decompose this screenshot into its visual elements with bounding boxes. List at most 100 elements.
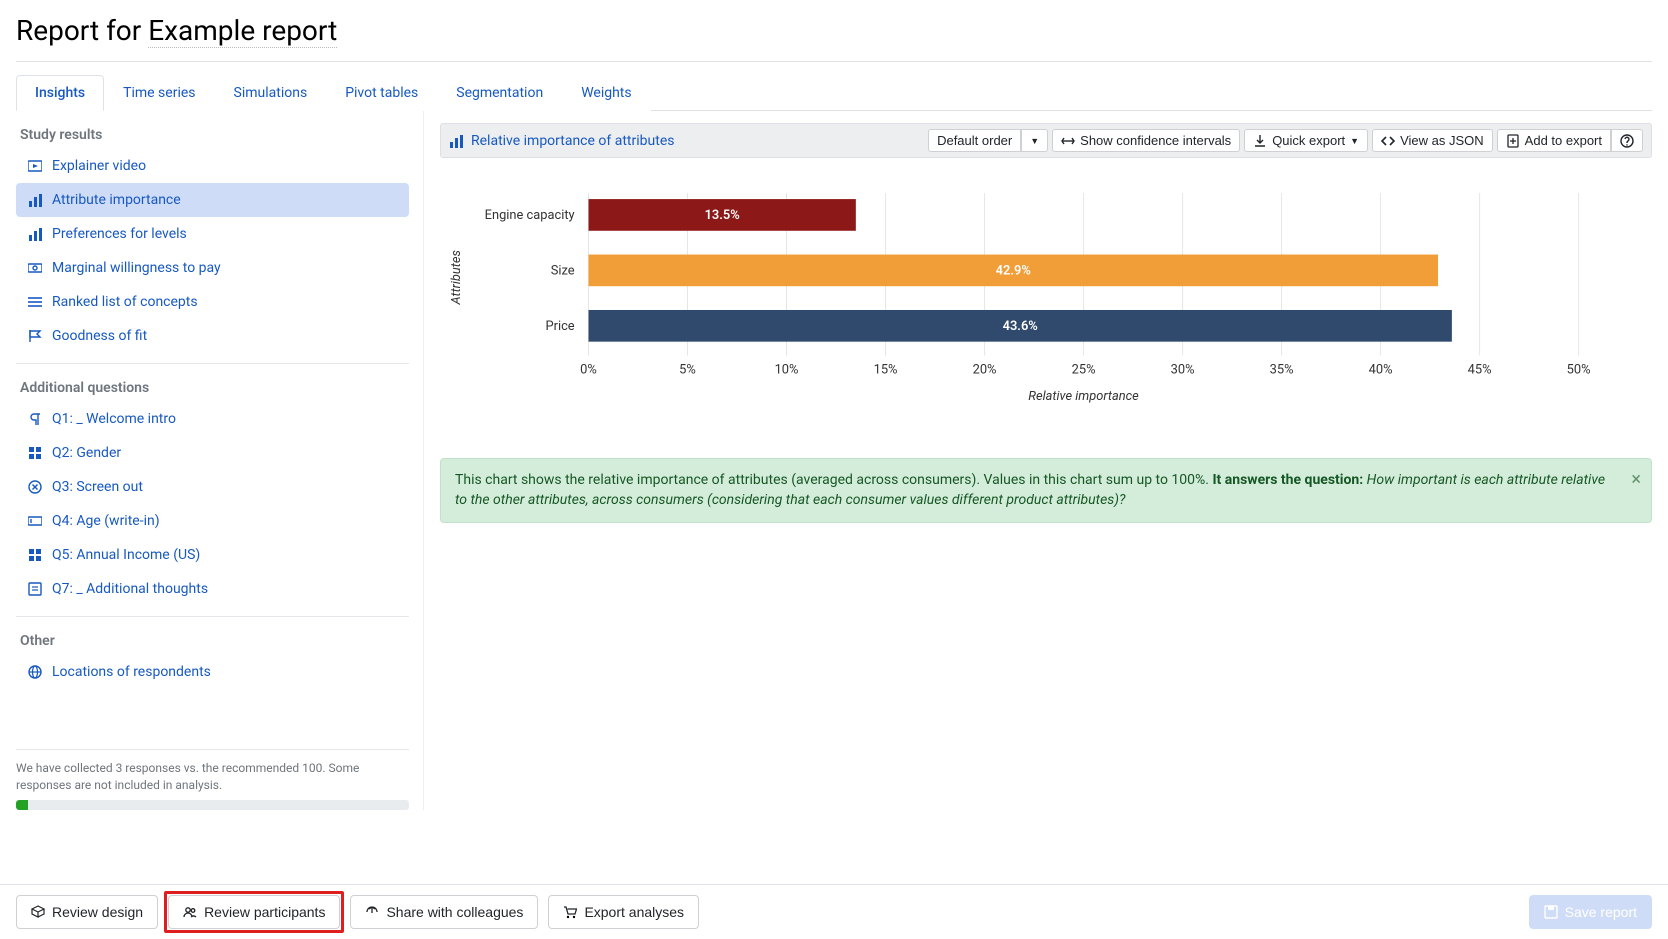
section-header-additional-questions: Additional questions [16, 374, 409, 402]
bar-chart-icon [28, 227, 42, 241]
attribute-importance-chart: 0%5%10%15%20%25%30%35%40%45%50%13.5%Engi… [440, 178, 1638, 438]
sidebar: Study results Explainer video Attribute i… [16, 111, 424, 810]
svg-text:50%: 50% [1567, 362, 1591, 377]
save-icon [1544, 905, 1558, 919]
default-order-button[interactable]: Default order [928, 129, 1021, 152]
footer-bar: Review design Review participants Share … [0, 884, 1668, 939]
globe-icon [28, 665, 42, 679]
svg-text:42.9%: 42.9% [996, 263, 1031, 278]
response-progress-bar [16, 800, 409, 810]
sidebar-item-label: Attribute importance [52, 192, 181, 208]
export-analyses-button[interactable]: Export analyses [548, 895, 699, 929]
response-progress-fill [16, 800, 28, 810]
svg-text:35%: 35% [1270, 362, 1294, 377]
review-design-button[interactable]: Review design [16, 895, 158, 929]
save-report-button: Save report [1529, 895, 1652, 929]
sidebar-item-explainer-video[interactable]: Explainer video [16, 149, 409, 183]
bar-chart-icon [449, 134, 463, 148]
bar-chart-icon [28, 193, 42, 207]
sidebar-item-q1-welcome-intro[interactable]: Q1: _ Welcome intro [16, 402, 409, 436]
info-bold: It answers the question: [1212, 472, 1366, 488]
chart-toolbar: Default order ▼ Show confidence interval… [928, 129, 1643, 152]
video-icon [28, 159, 42, 173]
cube-icon [31, 905, 45, 919]
help-icon [1620, 134, 1634, 148]
sidebar-item-label: Ranked list of concepts [52, 294, 198, 310]
sidebar-item-label: Q5: Annual Income (US) [52, 547, 200, 563]
close-icon[interactable]: × [1631, 467, 1641, 492]
chart-info-box: × This chart shows the relative importan… [440, 458, 1652, 523]
sidebar-item-q3-screen-out[interactable]: Q3: Screen out [16, 470, 409, 504]
svg-text:Relative importance: Relative importance [1028, 389, 1139, 404]
grid-icon [28, 548, 42, 562]
tab-simulations[interactable]: Simulations [215, 75, 327, 111]
chart-area: 0%5%10%15%20%25%30%35%40%45%50%13.5%Engi… [440, 158, 1652, 458]
tab-weights[interactable]: Weights [562, 75, 650, 111]
sidebar-item-label: Preferences for levels [52, 226, 187, 242]
svg-text:Size: Size [551, 263, 575, 278]
sidebar-item-label: Explainer video [52, 158, 146, 174]
tab-segmentation[interactable]: Segmentation [437, 75, 562, 111]
flag-icon [28, 329, 42, 343]
sidebar-item-label: Q3: Screen out [52, 479, 143, 495]
quick-export-button[interactable]: Quick export ▼ [1244, 129, 1368, 152]
svg-text:45%: 45% [1468, 362, 1492, 377]
sidebar-divider [16, 616, 409, 617]
money-icon [28, 261, 42, 275]
code-icon [1381, 134, 1395, 148]
download-icon [1253, 134, 1267, 148]
review-participants-button[interactable]: Review participants [168, 895, 340, 929]
svg-text:30%: 30% [1171, 362, 1195, 377]
section-header-other: Other [16, 627, 409, 655]
view-json-button[interactable]: View as JSON [1372, 129, 1493, 152]
svg-text:43.6%: 43.6% [1003, 319, 1038, 334]
sidebar-item-label: Q4: Age (write-in) [52, 513, 160, 529]
svg-text:Attributes: Attributes [449, 250, 464, 305]
sidebar-item-q5-annual-income-us-[interactable]: Q5: Annual Income (US) [16, 538, 409, 572]
chevron-down-icon: ▼ [1350, 136, 1359, 146]
svg-text:15%: 15% [874, 362, 898, 377]
sidebar-item-ranked-list-of-concepts[interactable]: Ranked list of concepts [16, 285, 409, 319]
section-header-study-results: Study results [16, 121, 409, 149]
share-button[interactable]: Share with colleagues [350, 895, 538, 929]
page-title-name[interactable]: Example report [148, 14, 337, 48]
page-title-prefix: Report for [16, 14, 148, 47]
sidebar-item-preferences-for-levels[interactable]: Preferences for levels [16, 217, 409, 251]
tab-time-series[interactable]: Time series [104, 75, 214, 111]
sidebar-item-q4-age-write-in-[interactable]: Q4: Age (write-in) [16, 504, 409, 538]
sidebar-item-label: Goodness of fit [52, 328, 147, 344]
sidebar-item-goodness-of-fit[interactable]: Goodness of fit [16, 319, 409, 353]
svg-text:10%: 10% [775, 362, 799, 377]
sidebar-item-label: Q2: Gender [52, 445, 121, 461]
chevron-down-icon: ▼ [1030, 136, 1039, 146]
help-button[interactable] [1611, 129, 1643, 152]
text-input-icon [28, 514, 42, 528]
confidence-intervals-button[interactable]: Show confidence intervals [1052, 129, 1240, 152]
tab-insights[interactable]: Insights [16, 75, 104, 111]
paragraph-icon [28, 412, 42, 426]
tab-pivot-tables[interactable]: Pivot tables [326, 75, 437, 111]
add-to-export-button[interactable]: Add to export [1497, 129, 1611, 152]
svg-text:13.5%: 13.5% [705, 208, 740, 223]
svg-text:5%: 5% [679, 362, 696, 377]
sidebar-item-locations-of-respondents[interactable]: Locations of respondents [16, 655, 409, 689]
sidebar-item-q7-additional-thoughts[interactable]: Q7: _ Additional thoughts [16, 572, 409, 606]
sidebar-item-label: Q7: _ Additional thoughts [52, 581, 208, 597]
info-lead: This chart shows the relative importance… [455, 472, 1212, 488]
share-icon [365, 905, 379, 919]
arrows-horizontal-icon [1061, 134, 1075, 148]
note-icon [28, 582, 42, 596]
grid-icon [28, 446, 42, 460]
sidebar-item-q2-gender[interactable]: Q2: Gender [16, 436, 409, 470]
chart-header: Relative importance of attributes Defaul… [440, 123, 1652, 158]
cart-icon [563, 905, 577, 919]
tab-bar: InsightsTime seriesSimulationsPivot tabl… [16, 74, 1652, 111]
sidebar-divider [16, 749, 409, 750]
default-order-caret[interactable]: ▼ [1021, 129, 1048, 152]
sidebar-item-marginal-willingness-to-pay[interactable]: Marginal willingness to pay [16, 251, 409, 285]
list-icon [28, 295, 42, 309]
sidebar-item-attribute-importance[interactable]: Attribute importance [16, 183, 409, 217]
response-count-text: We have collected 3 responses vs. the re… [16, 760, 409, 794]
svg-text:25%: 25% [1072, 362, 1096, 377]
sidebar-item-label: Marginal willingness to pay [52, 260, 221, 276]
